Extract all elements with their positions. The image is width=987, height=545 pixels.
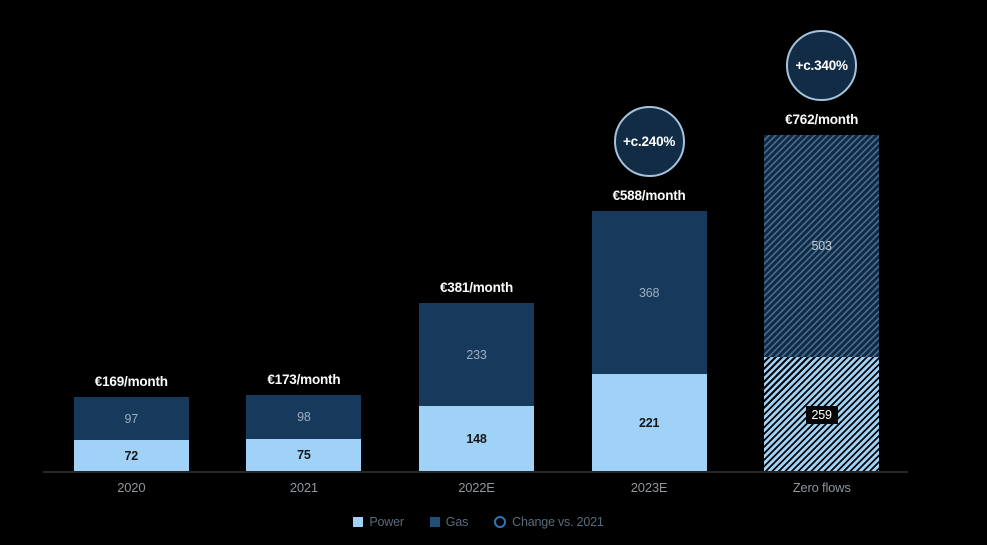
- legend-label: Power: [369, 515, 404, 529]
- total-label: €762/month: [785, 111, 859, 127]
- power-segment: 72: [73, 440, 189, 472]
- legend-label: Gas: [445, 515, 469, 529]
- total-label: €169/month: [94, 374, 168, 390]
- gas-segment: 368: [591, 211, 707, 375]
- stacked-bar: 368 221: [591, 211, 707, 472]
- change-vs-2021-badge: +c.240%: [613, 106, 685, 178]
- gas-segment: 98: [246, 395, 362, 439]
- square-power-icon: [353, 517, 364, 527]
- legend-label: Change vs. 2021: [512, 515, 604, 529]
- stacked-bar: 98 75: [246, 395, 362, 472]
- bar-column: €173/month 98 75: [218, 0, 391, 472]
- plot-area: €169/month 97 72 €173/month 98 75 €381/month 23…: [45, 0, 908, 472]
- square-gas-icon: [429, 517, 440, 527]
- bar-column: +c.340% €762/month 503 259: [735, 0, 908, 472]
- circle-outline-icon: [494, 516, 507, 528]
- x-axis-line: [43, 471, 908, 473]
- x-axis-label: 2021: [289, 480, 318, 495]
- x-axis-labels: 2020 2021 2022E 2023E Zero flows: [45, 480, 908, 495]
- x-axis-label: 2023E: [630, 480, 668, 495]
- change-vs-2021-badge: +c.340%: [786, 29, 858, 101]
- gas-segment: 503: [764, 134, 880, 358]
- power-value-chip: 259: [805, 405, 838, 424]
- legend-item: Change vs. 2021: [494, 515, 604, 529]
- bar-column: €169/month 97 72: [45, 0, 218, 472]
- stacked-bar: 97 72: [73, 397, 189, 472]
- x-axis-label: 2020: [117, 480, 146, 495]
- stacked-bar: 503 259: [764, 134, 880, 472]
- bar-column: +c.240% €588/month 368 221: [563, 0, 736, 472]
- legend: Power Gas Change vs. 2021: [0, 515, 972, 529]
- total-label: €588/month: [612, 188, 686, 204]
- x-axis-label: 2022E: [458, 480, 495, 495]
- gas-segment: 233: [418, 303, 534, 407]
- stacked-bar: 233 148: [418, 303, 534, 472]
- legend-item: Power: [353, 515, 404, 529]
- power-segment: 221: [591, 374, 707, 472]
- power-segment: 148: [418, 406, 534, 472]
- total-label: €173/month: [267, 372, 341, 388]
- gas-segment: 97: [73, 397, 189, 441]
- total-label: €381/month: [439, 280, 513, 296]
- power-segment: 259: [764, 357, 880, 472]
- legend-item: Gas: [429, 515, 469, 529]
- x-axis-label: Zero flows: [792, 480, 851, 495]
- bar-column: €381/month 233 148: [390, 0, 563, 472]
- power-segment: 75: [246, 438, 362, 472]
